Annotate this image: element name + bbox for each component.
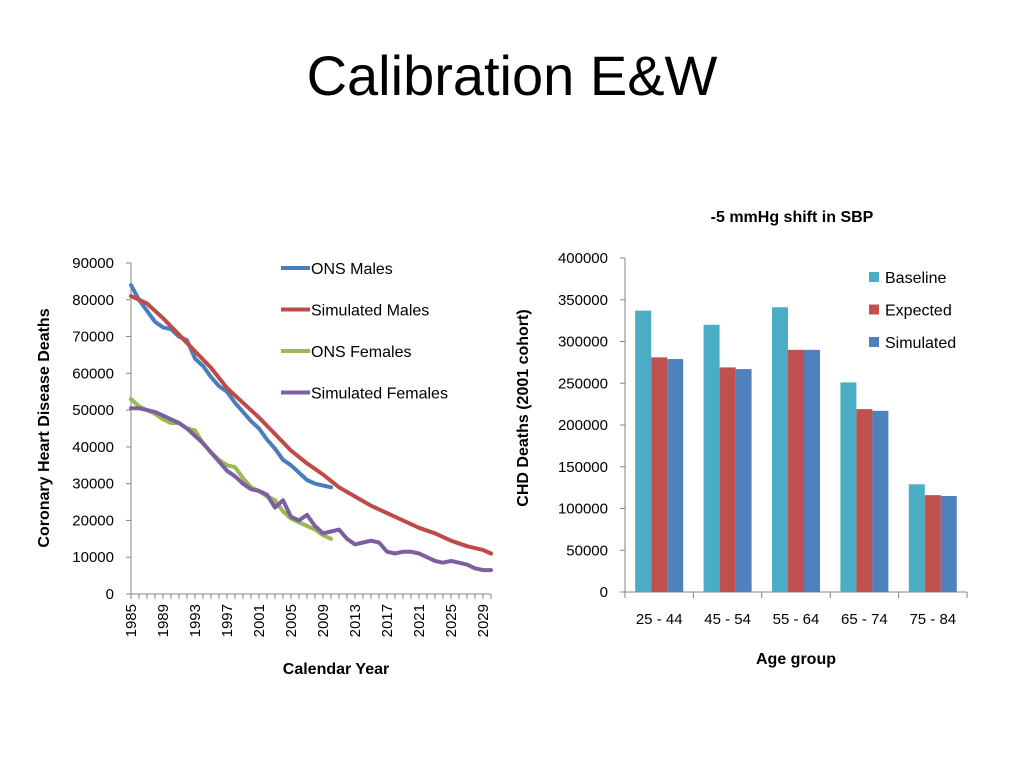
bar (924, 495, 941, 592)
y-tick-label: 0 (106, 586, 114, 603)
x-tick-label: 65 - 74 (841, 611, 888, 628)
bar (772, 307, 788, 592)
y-tick-label: 20000 (72, 512, 114, 529)
x-axis-title: Calendar Year (283, 661, 389, 678)
x-tick-label: 45 - 54 (704, 611, 751, 628)
bar (651, 357, 668, 592)
x-tick-label: 2001 (251, 604, 268, 637)
bar (703, 324, 720, 592)
y-tick-label: 40000 (72, 439, 114, 456)
series-line (129, 283, 333, 490)
y-tick-label: 250000 (558, 375, 608, 392)
y-tick-label: 350000 (558, 292, 608, 309)
bar (788, 349, 804, 592)
bar (908, 484, 925, 592)
x-tick-label: 2021 (411, 604, 428, 637)
y-tick-label: 60000 (72, 365, 114, 382)
bar (735, 369, 752, 592)
x-tick-label: 1993 (187, 604, 204, 637)
legend-label: Simulated Females (311, 386, 448, 403)
legend-label: Simulated Males (311, 303, 429, 320)
x-tick-label: 1989 (155, 604, 172, 637)
bar (856, 409, 873, 592)
x-tick-label: 2013 (347, 604, 364, 637)
legend-label: Expected (885, 303, 952, 320)
y-tick-label: 50000 (72, 402, 114, 419)
x-tick-label: 2017 (379, 604, 396, 637)
y-axis-title: Coronary Heart Disease Deaths (36, 308, 53, 547)
series-line (129, 406, 493, 573)
y-tick-label: 100000 (558, 501, 608, 518)
legend-swatch (869, 304, 879, 315)
legend-label: ONS Males (311, 261, 393, 278)
x-tick-label: 55 - 64 (773, 611, 820, 628)
bar (840, 382, 857, 592)
legend-label: Baseline (885, 270, 946, 287)
x-tick-label: 25 - 44 (636, 611, 683, 628)
x-tick-label: 2025 (443, 604, 460, 637)
y-tick-label: 400000 (558, 250, 608, 267)
y-axis-title: CHD Deaths (2001 cohort) (515, 309, 532, 506)
y-tick-label: 300000 (558, 334, 608, 351)
y-tick-label: 90000 (72, 255, 114, 272)
x-axis-title: Age group (756, 651, 836, 668)
bar (872, 410, 889, 592)
y-tick-label: 200000 (558, 417, 608, 434)
legend-swatch (869, 337, 879, 347)
series-line (129, 294, 493, 556)
slide-title: Calibration E&W (306, 44, 718, 107)
x-tick-label: 1997 (219, 604, 236, 637)
bar (804, 349, 820, 592)
bar (667, 359, 684, 592)
bar (635, 310, 652, 592)
bar (719, 367, 736, 592)
y-tick-label: 70000 (72, 329, 114, 346)
y-tick-label: 50000 (566, 542, 608, 559)
y-tick-label: 80000 (72, 292, 114, 309)
x-tick-label: 2005 (283, 604, 300, 637)
bar (940, 495, 957, 592)
x-tick-label: 1985 (123, 604, 140, 637)
legend-label: ONS Females (311, 344, 411, 361)
x-tick-label: 75 - 84 (909, 611, 956, 628)
y-tick-label: 0 (600, 584, 608, 601)
y-tick-label: 150000 (558, 459, 608, 476)
x-tick-label: 2029 (475, 604, 492, 637)
legend-swatch (869, 272, 879, 282)
chart-title: -5 mmHg shift in SBP (711, 209, 874, 226)
y-tick-label: 10000 (72, 549, 114, 566)
x-tick-label: 2009 (315, 604, 332, 637)
y-tick-label: 30000 (72, 476, 114, 493)
legend-label: Simulated (885, 335, 956, 352)
